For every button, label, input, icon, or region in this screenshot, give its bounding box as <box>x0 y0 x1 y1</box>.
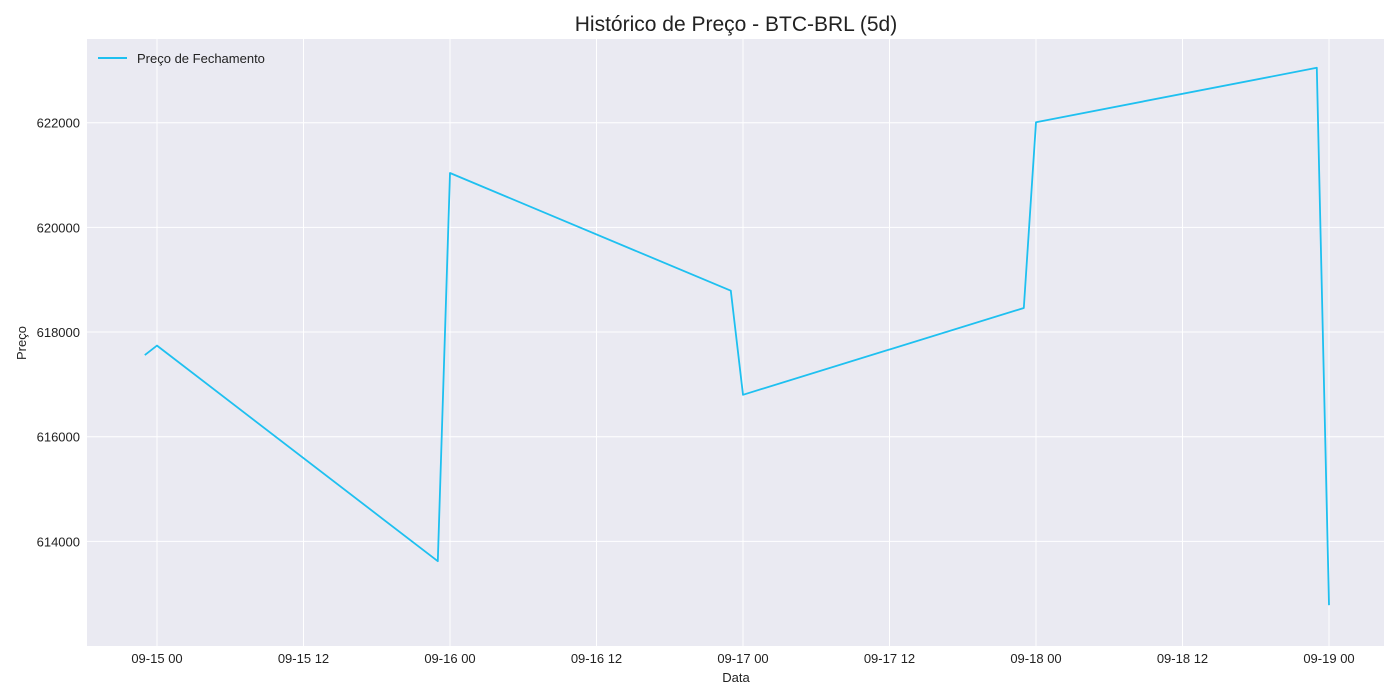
grid <box>87 39 1384 646</box>
x-tick-label: 09-15 00 <box>131 651 182 666</box>
x-tick-label: 09-17 00 <box>717 651 768 666</box>
x-axis-label: Data <box>722 670 750 685</box>
x-tick-label: 09-16 12 <box>571 651 622 666</box>
x-tick-label: 09-18 12 <box>1157 651 1208 666</box>
chart-title: Histórico de Preço - BTC-BRL (5d) <box>575 13 897 36</box>
series-layer <box>144 66 1330 606</box>
legend-label: Preço de Fechamento <box>137 51 265 66</box>
plot-area <box>87 39 1384 646</box>
y-tick-label: 614000 <box>37 534 80 549</box>
legend: Preço de Fechamento <box>98 51 265 66</box>
y-tick-label: 618000 <box>37 325 80 340</box>
x-tick-label: 09-15 12 <box>278 651 329 666</box>
series-line-close-price <box>144 66 1330 606</box>
tick-labels: 09-15 00 09-15 12 09-16 00 09-16 12 09-17 00… <box>37 116 1355 666</box>
x-tick-label: 09-17 12 <box>864 651 915 666</box>
y-tick-label: 622000 <box>37 116 80 131</box>
x-tick-label: 09-16 00 <box>424 651 475 666</box>
x-tick-label: 09-18 00 <box>1010 651 1061 666</box>
x-tick-label: 09-19 00 <box>1303 651 1354 666</box>
y-tick-label: 616000 <box>37 430 80 445</box>
y-tick-label: 620000 <box>37 220 80 235</box>
y-axis-label: Preço <box>14 326 29 360</box>
